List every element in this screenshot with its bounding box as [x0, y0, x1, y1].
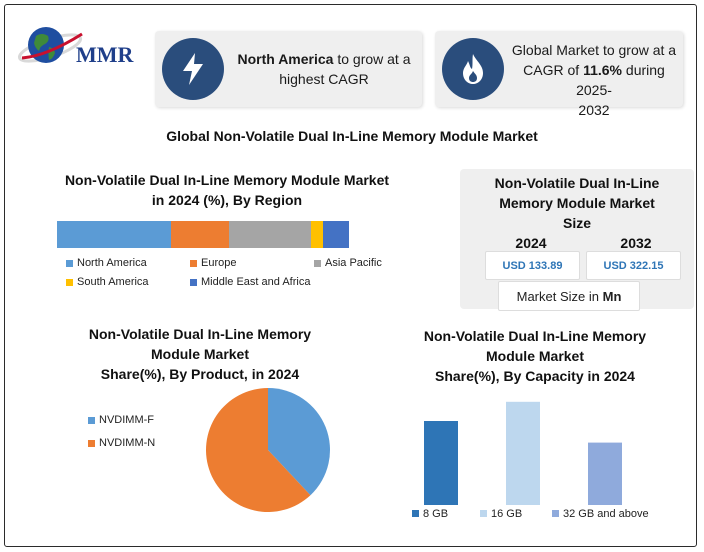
legend-item-region: Middle East and Africa — [190, 276, 310, 288]
region-bar-segment-middle-east-and-africa — [322, 221, 349, 248]
capacity-bar — [506, 401, 540, 505]
legend-label: NVDIMM-N — [99, 437, 156, 449]
region-bar-segment-north-america — [57, 221, 171, 248]
legend-label: Asia Pacific — [325, 257, 382, 269]
region-bar-segment-asia-pacific — [229, 221, 312, 248]
legend-label: North America — [77, 257, 147, 269]
legend-swatch — [66, 278, 73, 286]
pie-slice-nvdimm-f — [268, 388, 330, 496]
region-bar-segment-south-america — [311, 221, 323, 248]
legend-label: South America — [77, 276, 149, 288]
lightning-icon — [162, 38, 224, 100]
flame-icon — [442, 38, 504, 100]
legend-item-region: Asia Pacific — [314, 257, 382, 269]
legend-swatch — [552, 510, 559, 517]
market-size-unit: Market Size in Mn — [498, 281, 640, 311]
legend-item-product: NVDIMM-N — [88, 437, 155, 449]
pie-slice-nvdimm-n — [205, 388, 311, 512]
capacity-chart-title: Non-Volatile Dual In-Line Memory Module … — [423, 328, 647, 384]
legend-item-product: NVDIMM-F — [88, 414, 154, 426]
year-2032-label: 2032 — [620, 235, 652, 251]
value-2024: USD 133.89 — [485, 251, 580, 280]
legend-label: Middle East and Africa — [201, 276, 311, 288]
capacity-legend-label: 16 GB — [491, 508, 522, 520]
market-size-box: Non-Volatile Dual In-Line Memory Module … — [460, 169, 694, 311]
highlight-text-1: North America to grow at a highest CAGR — [237, 51, 411, 87]
region-bar-segment-europe — [170, 221, 230, 248]
highlight-card-cagr: Global Market to grow at a CAGR of 11.6%… — [435, 31, 683, 118]
capacity-legend-label: 8 GB — [423, 508, 448, 520]
value-2032: USD 322.15 — [586, 251, 681, 280]
legend-swatch — [66, 259, 73, 267]
legend-item-region: Europe — [190, 257, 236, 269]
highlight-text-2: Global Market to grow at a CAGR of 11.6%… — [511, 42, 677, 118]
region-stacked-bar — [57, 221, 349, 248]
capacity-bar — [588, 442, 622, 505]
market-size-title: Non-Volatile Dual In-Line Memory Module … — [494, 175, 660, 231]
year-2024-label: 2024 — [515, 235, 547, 251]
mmr-logo: MMR — [16, 18, 148, 80]
legend-swatch — [314, 259, 321, 267]
legend-item-region: South America — [66, 276, 149, 288]
legend-item-region: North America — [66, 257, 147, 269]
main-title: Global Non-Volatile Dual In-Line Memory … — [166, 128, 538, 144]
legend-label: NVDIMM-F — [99, 414, 154, 426]
legend-swatch — [88, 439, 95, 447]
legend-swatch — [190, 259, 197, 267]
logo-text: MMR — [76, 42, 134, 67]
capacity-bar-chart: 8 GB 16 GB 32 GB and above — [412, 401, 649, 520]
legend-label: Europe — [201, 257, 237, 269]
region-chart-title: Non-Volatile Dual In-Line Memory Module … — [64, 172, 390, 208]
capacity-legend-label: 32 GB and above — [563, 508, 649, 520]
legend-swatch — [412, 510, 419, 517]
capacity-bar — [424, 421, 458, 505]
legend-swatch — [190, 278, 197, 286]
highlight-card-north-america: North America to grow at a highest CAGR — [155, 31, 422, 107]
product-pie-chart — [205, 388, 330, 512]
legend-swatch — [88, 416, 95, 424]
legend-swatch — [480, 510, 487, 517]
product-chart-title: Non-Volatile Dual In-Line Memory Module … — [88, 326, 312, 382]
globe-icon — [17, 27, 83, 63]
